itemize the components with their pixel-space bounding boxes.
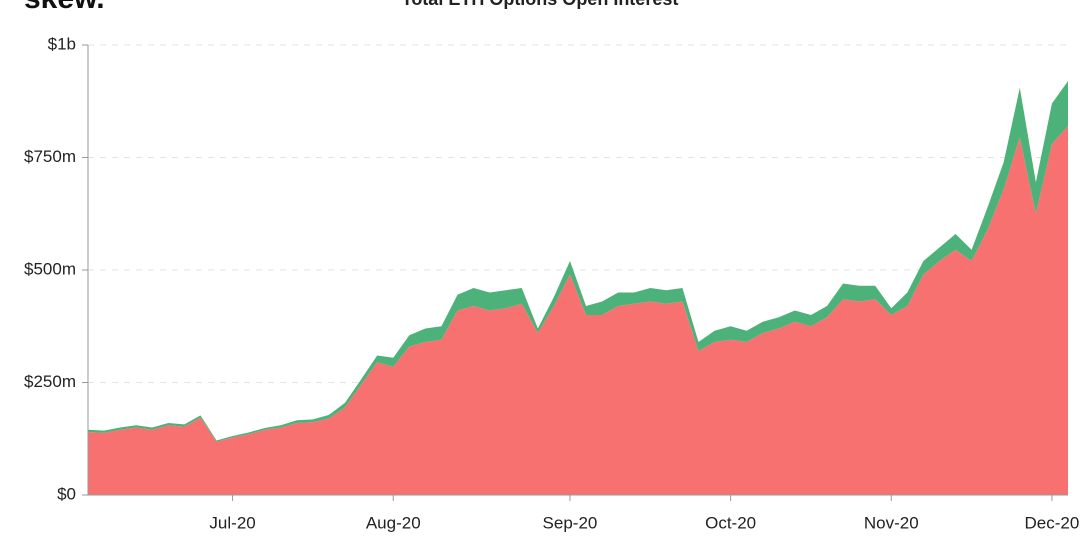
y-tick-label: $500m: [24, 259, 76, 278]
area: [88, 126, 1068, 495]
x-tick-label: Aug-20: [366, 513, 421, 532]
x-tick-label: Jul-20: [209, 513, 255, 532]
y-tick-label: $250m: [24, 372, 76, 391]
y-tick-label: $1b: [48, 34, 76, 53]
x-tick-label: Sep-20: [543, 513, 598, 532]
y-tick-label: $0: [57, 484, 76, 503]
chart-title: Total ETH Options Open Interest: [402, 0, 679, 9]
x-tick-label: Nov-20: [864, 513, 919, 532]
y-tick-label: $750m: [24, 147, 76, 166]
x-tick-label: Dec-20: [1025, 513, 1080, 532]
brand-logo: skew.: [24, 0, 105, 15]
x-tick-label: Oct-20: [705, 513, 756, 532]
